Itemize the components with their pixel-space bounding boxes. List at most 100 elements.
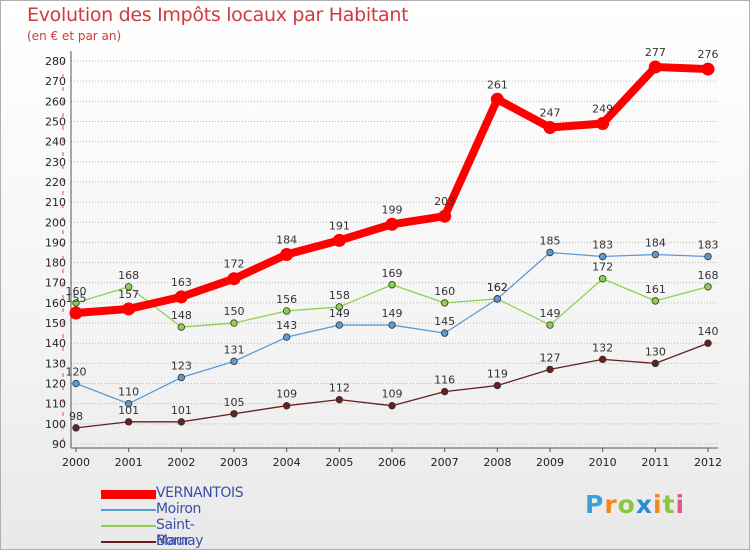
- data-point: [701, 62, 715, 76]
- y-tick-label: 100: [45, 418, 66, 431]
- data-point: [598, 252, 607, 261]
- data-point: [648, 60, 662, 74]
- data-label: 161: [645, 283, 666, 296]
- data-label: 110: [118, 386, 139, 399]
- y-tick-label: 90: [52, 438, 66, 451]
- data-point: [546, 321, 554, 329]
- data-point: [230, 319, 238, 327]
- x-tick-label: 2008: [483, 456, 511, 469]
- legend-swatch: [101, 489, 156, 499]
- legend-swatch: [101, 541, 156, 543]
- y-tick-label: 170: [45, 277, 66, 290]
- y-tick-label: 220: [45, 176, 66, 189]
- data-label: 155: [66, 292, 87, 305]
- data-point: [388, 321, 396, 329]
- data-label: 169: [382, 267, 403, 280]
- legend-label: VERNANTOIS: [156, 485, 244, 501]
- data-label: 109: [276, 388, 297, 401]
- data-label: 109: [382, 388, 403, 401]
- data-label: 140: [698, 325, 719, 338]
- data-label: 130: [645, 345, 666, 358]
- data-label: 149: [540, 307, 561, 320]
- data-point: [543, 121, 557, 135]
- data-point: [282, 307, 291, 315]
- legend-swatch: [101, 509, 156, 511]
- data-point: [651, 297, 660, 305]
- legend-label: Bornay: [156, 533, 204, 549]
- data-label: 143: [276, 319, 297, 332]
- data-label: 247: [540, 107, 561, 120]
- y-tick-label: 210: [45, 196, 66, 209]
- y-tick-label: 200: [45, 216, 66, 229]
- chart-title: Evolution des Impôts locaux par Habitant: [27, 4, 409, 26]
- data-point: [230, 357, 238, 366]
- x-tick-label: 2006: [378, 456, 406, 469]
- data-point: [704, 339, 712, 347]
- y-tick-label: 240: [45, 136, 66, 149]
- data-point: [440, 387, 449, 396]
- logo-letter: x: [635, 490, 653, 519]
- data-point: [493, 381, 502, 390]
- data-label: 163: [171, 276, 192, 289]
- data-label: 199: [382, 203, 403, 216]
- logo-letter: i: [653, 490, 663, 519]
- data-point: [385, 217, 399, 231]
- data-label: 101: [118, 404, 139, 417]
- data-point: [493, 295, 502, 303]
- data-label: 162: [487, 281, 508, 294]
- data-label: 148: [171, 309, 192, 322]
- data-label: 123: [171, 359, 192, 372]
- data-label: 203: [434, 195, 455, 208]
- x-tick-label: 2003: [220, 456, 248, 469]
- data-label: 277: [645, 46, 666, 59]
- data-label: 261: [487, 78, 508, 91]
- data-point: [490, 92, 504, 106]
- data-point: [282, 333, 291, 341]
- data-label: 172: [592, 261, 613, 274]
- data-point: [72, 424, 80, 432]
- data-point: [704, 252, 712, 261]
- grid-lines: [71, 60, 718, 445]
- proxiti-logo: Proxiti: [585, 490, 685, 519]
- data-point: [596, 116, 610, 130]
- x-tick-label: 2001: [115, 456, 143, 469]
- data-label: 119: [487, 368, 508, 381]
- data-label: 105: [224, 396, 245, 409]
- data-label: 127: [540, 351, 561, 364]
- data-point: [388, 402, 396, 410]
- data-label: 249: [592, 102, 613, 115]
- logo-letter: o: [617, 490, 636, 519]
- data-label: 156: [276, 293, 297, 306]
- logo-letter: i: [675, 490, 686, 519]
- y-tick-label: 110: [45, 398, 66, 411]
- data-label: 157: [118, 288, 139, 301]
- data-point: [598, 355, 607, 364]
- data-point: [69, 306, 83, 320]
- x-tick-label: 2012: [694, 456, 722, 469]
- data-point: [598, 275, 607, 283]
- data-label: 131: [224, 343, 245, 356]
- data-point: [280, 248, 294, 262]
- logo-letter: t: [662, 490, 676, 519]
- data-point: [72, 379, 80, 388]
- data-label: 184: [645, 237, 666, 250]
- data-label: 145: [434, 315, 455, 328]
- y-tick-label: 190: [45, 236, 66, 249]
- data-point: [72, 299, 80, 307]
- chart-subtitle: (en € et par an): [27, 29, 122, 43]
- data-point: [124, 283, 133, 291]
- data-point: [651, 250, 660, 259]
- data-point: [177, 323, 186, 331]
- x-tick-label: 2011: [641, 456, 669, 469]
- data-point: [335, 303, 344, 311]
- series-lines: [69, 60, 715, 432]
- data-label: 116: [434, 374, 455, 387]
- data-label: 149: [329, 307, 350, 320]
- y-tick-label: 270: [45, 75, 66, 88]
- y-tick-label: 160: [45, 297, 66, 310]
- data-label: 184: [276, 234, 297, 247]
- data-point: [124, 399, 133, 408]
- data-point: [440, 299, 449, 307]
